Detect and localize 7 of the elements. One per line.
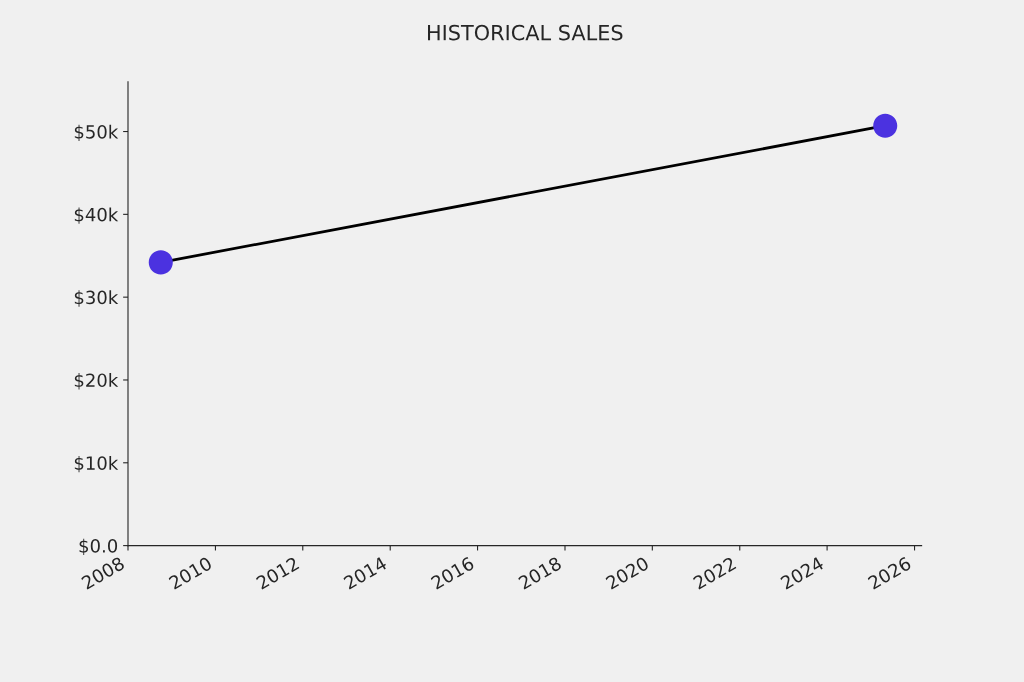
chart-title: HISTORICAL SALES [428,24,623,41]
y-tick-label: $50k [74,124,119,142]
y-tick-label: $10k [74,455,119,473]
y-tick-label: $20k [74,373,119,390]
y-tick-label: $0.0 [79,538,118,556]
y-tick-label: $30k [74,290,119,307]
y-tick-label: $40k [74,207,119,224]
